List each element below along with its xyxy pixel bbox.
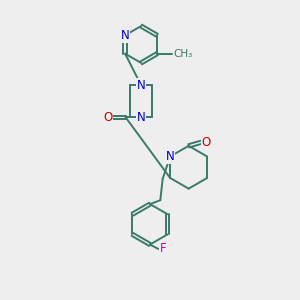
Text: O: O (103, 111, 112, 124)
Text: N: N (137, 79, 146, 92)
Text: CH₃: CH₃ (173, 49, 192, 59)
Text: F: F (160, 242, 167, 256)
Text: N: N (121, 29, 130, 42)
Text: N: N (166, 150, 175, 163)
Text: O: O (202, 136, 211, 149)
Text: N: N (137, 111, 146, 124)
